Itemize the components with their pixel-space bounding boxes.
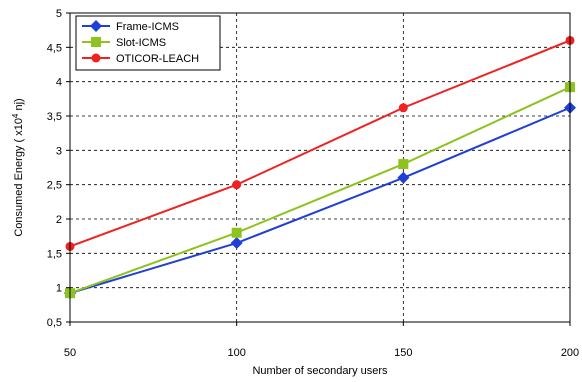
data-point-frame-icms: [397, 171, 410, 184]
y-tick-label: 3,5: [47, 111, 62, 123]
y-tick-label: 4,5: [47, 42, 62, 54]
data-point-slot-icms: [398, 159, 409, 170]
y-axis-title-main: Consumed Energy ( x10: [13, 118, 25, 237]
series-frame-icms: [64, 101, 576, 300]
x-tick-label: 150: [394, 347, 412, 359]
y-tick-label: 1: [56, 283, 62, 295]
y-tick-label: 5: [56, 8, 62, 20]
y-axis-ticks: 0,5 1 1,5 2 2,5 3 3,5 4 4,5 5: [47, 8, 70, 329]
legend-label-oticor-leach: OTICOR-LEACH: [116, 53, 199, 65]
series-line-slot-icms: [69, 86, 571, 295]
x-tick-label: 200: [561, 347, 579, 359]
x-axis-title: Number of secondary users: [252, 365, 388, 377]
series-line-frame-icms: [69, 106, 571, 295]
y-tick-label: 2: [56, 214, 62, 226]
y-tick-label: 3: [56, 145, 62, 157]
legend-marker-frame-icms: [90, 20, 102, 32]
y-axis-title-unit: nj): [13, 98, 25, 113]
data-point-frame-icms: [230, 237, 243, 250]
legend-marker-slot-icms: [91, 37, 101, 47]
series-layer: [64, 35, 576, 300]
plot-area-frame: [69, 12, 571, 323]
y-tick-label: 0,5: [47, 317, 62, 329]
y-tick-label: 2,5: [47, 180, 62, 192]
x-tick-label: 100: [227, 347, 245, 359]
x-axis-ticks: 50 100 150 200: [64, 322, 579, 359]
series-line-oticor-leach: [69, 39, 571, 248]
data-point-oticor-leach: [398, 103, 408, 113]
legend: Frame-ICMS Slot-ICMS OTICOR-LEACH: [75, 15, 221, 71]
y-tick-label: 1,5: [47, 248, 62, 260]
data-point-slot-icms: [231, 227, 242, 238]
data-point-oticor-leach: [232, 180, 242, 190]
y-axis-title-exponent: 4: [11, 113, 20, 118]
legend-marker-oticor-leach: [91, 53, 101, 63]
series-slot-icms: [65, 82, 575, 299]
y-tick-label: 4: [56, 77, 62, 89]
legend-label-slot-icms: Slot-ICMS: [116, 37, 166, 49]
y-axis-title: Consumed Energy ( x104 nj): [11, 98, 26, 236]
grid: [70, 13, 570, 322]
legend-label-frame-icms: Frame-ICMS: [116, 21, 179, 33]
x-tick-label: 50: [64, 347, 76, 359]
